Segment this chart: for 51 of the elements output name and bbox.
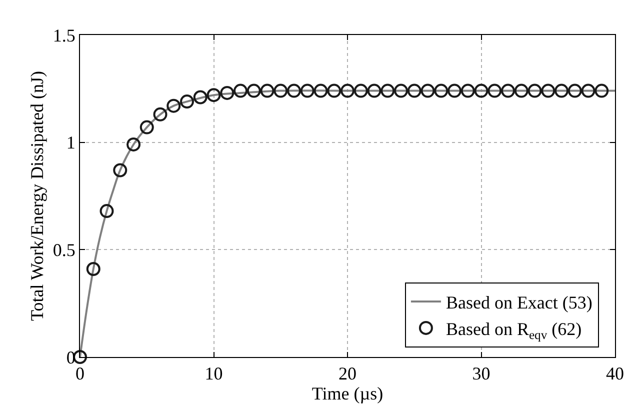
- point: [554, 84, 568, 98]
- point: [448, 84, 462, 98]
- point: [260, 84, 274, 98]
- point: [246, 84, 261, 98]
- point: [460, 84, 475, 98]
- point: [514, 84, 528, 98]
- y-tick-label: 1.5: [52, 25, 76, 46]
- point: [327, 84, 342, 98]
- y-tick-label: 0: [66, 347, 76, 368]
- point: [420, 84, 435, 98]
- point: [153, 107, 168, 122]
- point: [581, 84, 596, 98]
- legend-label: Based on R$_{eqv}$ (62): [446, 318, 582, 342]
- x-axis-title: Time (µs): [312, 384, 384, 404]
- point: [274, 84, 288, 98]
- point: [340, 84, 354, 98]
- point: [220, 86, 234, 100]
- point: [354, 84, 368, 98]
- point: [287, 84, 301, 98]
- x-tick-label: 10: [204, 364, 223, 384]
- point: [594, 84, 609, 98]
- point: [434, 84, 448, 98]
- point: [206, 88, 221, 102]
- point: [300, 84, 314, 98]
- point: [394, 84, 408, 98]
- point: [100, 204, 114, 218]
- x-tick-label: 40: [606, 364, 624, 384]
- point: [568, 84, 582, 98]
- y-tick-label: 0.5: [52, 240, 76, 260]
- point: [314, 84, 328, 98]
- point: [193, 90, 208, 104]
- point: [126, 137, 140, 152]
- point: [488, 84, 502, 98]
- point: [501, 84, 515, 98]
- point: [541, 84, 556, 98]
- point: [380, 84, 395, 98]
- x-tick-label: 30: [472, 364, 490, 384]
- point: [528, 84, 542, 98]
- legend-label: Based on Exact (53): [446, 292, 592, 313]
- point: [113, 163, 128, 178]
- point: [407, 84, 422, 98]
- y-tick-label: 1: [66, 132, 76, 153]
- y-axis-title: Total Work/Energy Dissipated (nJ): [27, 70, 48, 322]
- point: [86, 262, 100, 276]
- point: [367, 84, 382, 98]
- point: [474, 84, 488, 98]
- x-tick-label: 20: [338, 364, 356, 384]
- point: [234, 84, 248, 98]
- point: [140, 120, 154, 134]
- point: [180, 94, 194, 109]
- point: [166, 98, 181, 113]
